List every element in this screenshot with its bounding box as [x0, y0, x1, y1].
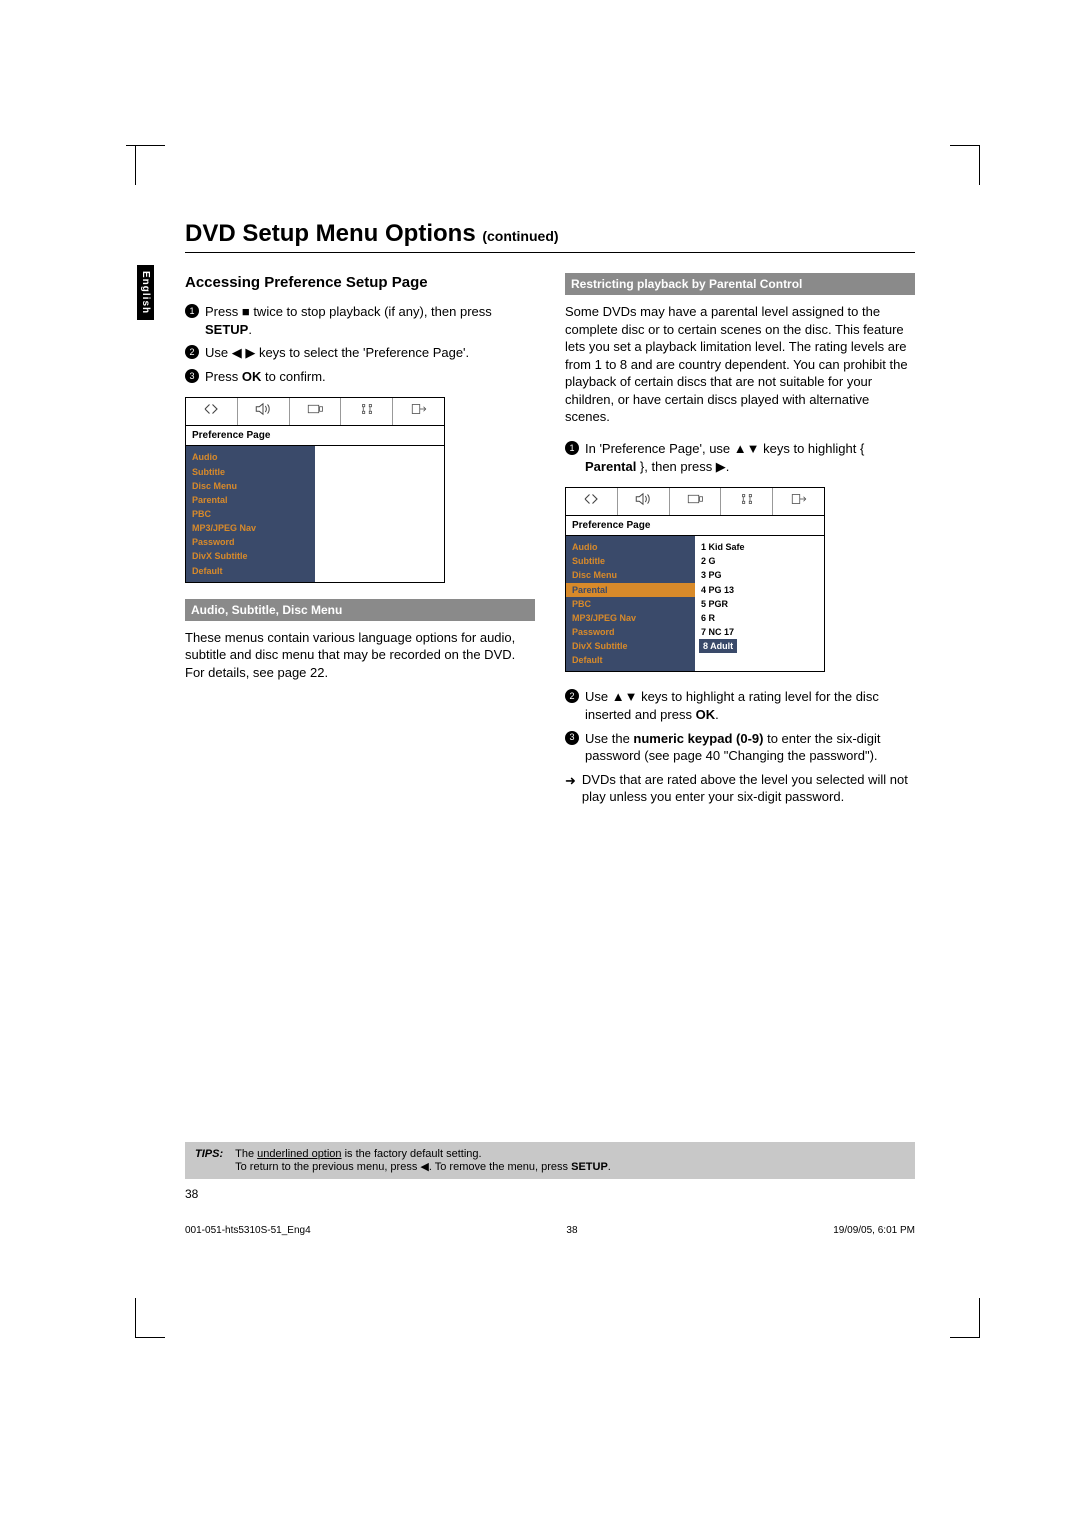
arrow-icon: ➜ — [565, 772, 576, 806]
rating-item-selected: 8 Adult — [699, 639, 737, 653]
tab-video-icon — [670, 488, 722, 515]
crop-mark-br — [950, 1298, 980, 1338]
menu-item: DivX Subtitle — [566, 639, 695, 653]
menu-item: Disc Menu — [566, 568, 695, 582]
menu-title: Preference Page — [566, 516, 824, 537]
left-heading: Accessing Preference Setup Page — [185, 273, 535, 293]
menu-items-list: Audio Subtitle Disc Menu Parental PBC MP… — [566, 536, 695, 671]
tab-exit-icon — [773, 488, 824, 515]
step-text: Use the numeric keypad (0-9) to enter th… — [585, 730, 915, 765]
tab-preference-icon — [341, 398, 393, 425]
rating-item: 1 Kid Safe — [699, 540, 820, 554]
step-num-icon: 1 — [185, 304, 199, 318]
step-r2: 2 Use ▲▼ keys to highlight a rating leve… — [565, 688, 915, 723]
menu-right-panel — [315, 446, 444, 581]
menu-item: MP3/JPEG Nav — [186, 521, 315, 535]
menu-item: Default — [566, 653, 695, 667]
step-num-icon: 2 — [185, 345, 199, 359]
menu-item-selected: Parental — [566, 583, 695, 597]
language-tab: English — [137, 265, 154, 320]
title-main: DVD Setup Menu Options — [185, 220, 482, 247]
step-3: 3 Press OK to confirm. — [185, 368, 535, 386]
rating-item: 4 PG 13 — [699, 583, 820, 597]
step-num-icon: 2 — [565, 689, 579, 703]
crop-mark-tl — [135, 145, 165, 185]
menu-item: PBC — [186, 507, 315, 521]
left-column: Accessing Preference Setup Page 1 Press … — [185, 273, 535, 812]
tips-label: TIPS: — [195, 1148, 223, 1173]
menu-item: Password — [566, 625, 695, 639]
crop-mark-bl — [135, 1298, 165, 1338]
menu-item: DivX Subtitle — [186, 549, 315, 563]
tab-general-icon — [566, 488, 618, 515]
footer-left: 001-051-hts5310S-51_Eng4 — [185, 1225, 311, 1236]
step-r1: 1 In 'Preference Page', use ▲▼ keys to h… — [565, 440, 915, 475]
ratings-list: 1 Kid Safe 2 G 3 PG 4 PG 13 5 PGR 6 R 7 … — [695, 536, 824, 671]
step-text: Use ◀ ▶ keys to select the 'Preference P… — [205, 344, 469, 362]
rating-item: 2 G — [699, 554, 820, 568]
title-rule — [185, 252, 915, 253]
menu-item: Parental — [186, 493, 315, 507]
menu-item: Audio — [566, 540, 695, 554]
rating-item: 3 PG — [699, 568, 820, 582]
tab-preference-icon — [721, 488, 773, 515]
arrow-note: ➜ DVDs that are rated above the level yo… — [565, 771, 915, 806]
menu-item: Audio — [186, 450, 315, 464]
step-num-icon: 3 — [185, 369, 199, 383]
step-1: 1 Press ■ twice to stop playback (if any… — [185, 303, 535, 338]
section-bar-parental: Restricting playback by Parental Control — [565, 273, 915, 295]
tab-audio-icon — [238, 398, 290, 425]
page-title: DVD Setup Menu Options (continued) — [185, 220, 935, 248]
preference-menu-fig-1: Preference Page Audio Subtitle Disc Menu… — [185, 397, 445, 582]
footer: 001-051-hts5310S-51_Eng4 38 19/09/05, 6:… — [165, 1201, 935, 1236]
right-column: Restricting playback by Parental Control… — [565, 273, 915, 812]
menu-item: Subtitle — [186, 465, 315, 479]
parental-paragraph: Some DVDs may have a parental level assi… — [565, 303, 915, 426]
step-text: Press ■ twice to stop playback (if any),… — [205, 303, 535, 338]
menu-item: Default — [186, 564, 315, 578]
tab-general-icon — [186, 398, 238, 425]
tab-video-icon — [290, 398, 342, 425]
menu-tabs — [186, 398, 444, 426]
title-continued: (continued) — [482, 228, 558, 244]
preference-menu-fig-2: Preference Page Audio Subtitle Disc Menu… — [565, 487, 825, 672]
footer-right: 19/09/05, 6:01 PM — [833, 1225, 915, 1236]
menu-items-list: Audio Subtitle Disc Menu Parental PBC MP… — [186, 446, 315, 581]
page-number: 38 — [185, 1187, 935, 1201]
rating-item: 6 R — [699, 611, 820, 625]
step-text: Press OK to confirm. — [205, 368, 326, 386]
step-text: In 'Preference Page', use ▲▼ keys to hig… — [585, 440, 915, 475]
crop-mark-tr — [950, 145, 980, 185]
menu-item: MP3/JPEG Nav — [566, 611, 695, 625]
step-text: Use ▲▼ keys to highlight a rating level … — [585, 688, 915, 723]
tips-text: The underlined option is the factory def… — [235, 1148, 611, 1173]
menu-tabs — [566, 488, 824, 516]
page-content: English DVD Setup Menu Options (continue… — [165, 135, 935, 1236]
menu-item: Subtitle — [566, 554, 695, 568]
menu-item: Disc Menu — [186, 479, 315, 493]
menu-item: PBC — [566, 597, 695, 611]
rating-item: 5 PGR — [699, 597, 820, 611]
step-2: 2 Use ◀ ▶ keys to select the 'Preference… — [185, 344, 535, 362]
step-r3: 3 Use the numeric keypad (0-9) to enter … — [565, 730, 915, 765]
section-bar-audio: Audio, Subtitle, Disc Menu — [185, 599, 535, 621]
arrow-text: DVDs that are rated above the level you … — [582, 771, 915, 806]
step-num-icon: 1 — [565, 441, 579, 455]
audio-paragraph: These menus contain various language opt… — [185, 629, 535, 682]
tab-audio-icon — [618, 488, 670, 515]
rating-item: 7 NC 17 — [699, 625, 820, 639]
menu-title: Preference Page — [186, 426, 444, 447]
step-num-icon: 3 — [565, 731, 579, 745]
footer-mid: 38 — [566, 1225, 577, 1236]
tab-exit-icon — [393, 398, 444, 425]
tips-box: TIPS: The underlined option is the facto… — [185, 1142, 915, 1179]
menu-item: Password — [186, 535, 315, 549]
